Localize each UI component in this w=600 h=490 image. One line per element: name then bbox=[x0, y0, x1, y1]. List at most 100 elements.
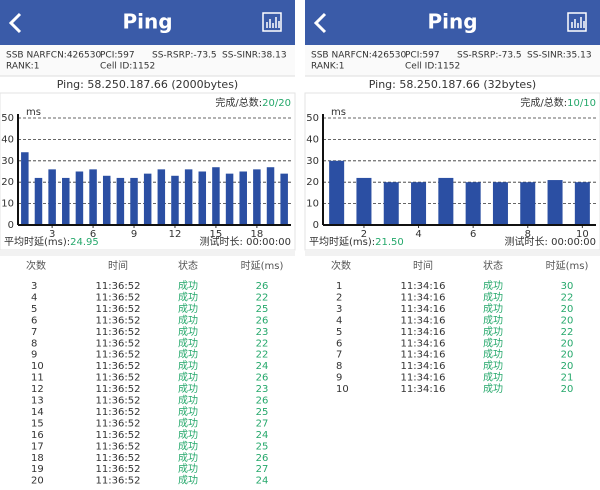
table-cell: 成功 bbox=[178, 372, 198, 384]
x-tick-label: 6 bbox=[90, 229, 96, 240]
table-cell: 26 bbox=[256, 373, 269, 384]
table-cell: 25 bbox=[256, 441, 269, 452]
table-cell: 25 bbox=[256, 407, 269, 418]
bar bbox=[34, 177, 43, 225]
progress-value: 20/20 bbox=[262, 98, 291, 109]
table-cell: 10 bbox=[31, 361, 44, 372]
bar bbox=[184, 169, 193, 225]
table-cell: 11:34:16 bbox=[401, 350, 446, 361]
table-cell: 成功 bbox=[178, 463, 198, 475]
chart-icon[interactable] bbox=[262, 12, 282, 32]
table-cell: 3 bbox=[31, 281, 37, 292]
table-cell: 5 bbox=[336, 327, 342, 338]
icon-bars bbox=[266, 17, 280, 28]
table-header: 次数 bbox=[26, 259, 46, 272]
table-cell: 11:36:52 bbox=[96, 327, 141, 338]
bar bbox=[21, 152, 29, 225]
table-cell: 20 bbox=[31, 476, 44, 487]
table-cell: 17 bbox=[31, 441, 44, 452]
gap-band bbox=[305, 250, 600, 256]
y-tick-label: 10 bbox=[306, 199, 319, 210]
bar bbox=[253, 169, 261, 225]
table-cell: 成功 bbox=[178, 280, 198, 292]
table-cell: 11:34:16 bbox=[401, 304, 446, 315]
bar bbox=[547, 180, 563, 225]
table-cell: 成功 bbox=[178, 314, 198, 326]
progress-label: 完成/总数: bbox=[215, 96, 262, 109]
bar bbox=[520, 182, 536, 225]
bar bbox=[116, 177, 125, 225]
table-cell: 11:34:16 bbox=[401, 373, 446, 384]
icon-frame bbox=[567, 12, 587, 32]
table-cell: 26 bbox=[256, 396, 269, 407]
table-cell: 成功 bbox=[483, 280, 503, 292]
bar bbox=[212, 167, 220, 225]
back-button[interactable] bbox=[313, 12, 327, 34]
table-cell: 4 bbox=[336, 315, 342, 326]
table-cell: 成功 bbox=[483, 349, 503, 361]
average-value: 21.50 bbox=[375, 237, 404, 248]
x-tick-label: 10 bbox=[576, 229, 589, 240]
y-tick-label: 50 bbox=[1, 113, 14, 124]
y-tick-label: 30 bbox=[1, 156, 14, 167]
table-cell: 22 bbox=[256, 350, 269, 361]
y-tick-label: 40 bbox=[1, 134, 14, 145]
table-cell: 10 bbox=[336, 384, 349, 395]
table-cell: 成功 bbox=[483, 303, 503, 315]
x-tick-label: 4 bbox=[415, 229, 421, 240]
chart-area bbox=[0, 92, 296, 251]
table-cell: 20 bbox=[561, 350, 574, 361]
table-cell: 11:34:16 bbox=[401, 338, 446, 349]
average-label: 平均时延(ms): bbox=[309, 236, 375, 248]
ping-target: Ping: 58.250.187.66 (32bytes) bbox=[369, 78, 536, 91]
info-text: SS-SINR:35.13 bbox=[527, 51, 592, 61]
y-unit: ms bbox=[26, 107, 41, 118]
y-tick-label: 0 bbox=[313, 220, 319, 231]
table-cell: 24 bbox=[256, 361, 269, 372]
header-title: Ping bbox=[427, 10, 477, 34]
table-cell: 8 bbox=[31, 338, 37, 349]
table-cell: 11:36:52 bbox=[96, 281, 141, 292]
duration: 测试时长: 00:00:00 bbox=[200, 235, 291, 248]
table-cell: 20 bbox=[561, 304, 574, 315]
y-tick-label: 30 bbox=[306, 156, 319, 167]
bar bbox=[89, 169, 97, 225]
table-cell: 成功 bbox=[483, 337, 503, 349]
bar bbox=[225, 173, 234, 225]
table-cell: 成功 bbox=[178, 349, 198, 361]
table-cell: 成功 bbox=[178, 326, 198, 338]
x-tick-label: 8 bbox=[525, 229, 531, 240]
info-text: PCI:597 bbox=[405, 51, 440, 61]
table-cell: 成功 bbox=[483, 372, 503, 384]
table-cell: 9 bbox=[336, 373, 342, 384]
table-header: 次数 bbox=[331, 259, 351, 272]
table-cell: 11:34:16 bbox=[401, 327, 446, 338]
table-cell: 成功 bbox=[483, 314, 503, 326]
icon-bars bbox=[571, 17, 585, 28]
table-cell: 20 bbox=[561, 361, 574, 372]
bar bbox=[75, 171, 84, 225]
progress-value: 10/10 bbox=[567, 98, 596, 109]
info-text: SS-RSRP:-73.5 bbox=[152, 51, 217, 61]
table-cell: 成功 bbox=[483, 360, 503, 372]
x-tick-label: 9 bbox=[131, 229, 137, 240]
chart-icon[interactable] bbox=[567, 12, 587, 32]
header-bar bbox=[0, 0, 295, 45]
gap-band bbox=[0, 250, 295, 256]
back-button[interactable] bbox=[8, 12, 22, 34]
table-cell: 22 bbox=[256, 338, 269, 349]
bar bbox=[62, 177, 70, 225]
bar bbox=[48, 169, 56, 225]
bar bbox=[130, 177, 138, 225]
x-tick-label: 6 bbox=[470, 229, 476, 240]
table-cell: 20 bbox=[561, 384, 574, 395]
bar bbox=[171, 175, 179, 225]
table-cell: 11:36:52 bbox=[96, 373, 141, 384]
table-cell: 5 bbox=[31, 304, 37, 315]
table-cell: 成功 bbox=[178, 452, 198, 464]
table-cell: 成功 bbox=[178, 291, 198, 303]
icon-frame bbox=[262, 12, 282, 32]
table-header: 状态 bbox=[178, 259, 198, 272]
table-cell: 1 bbox=[336, 281, 342, 292]
